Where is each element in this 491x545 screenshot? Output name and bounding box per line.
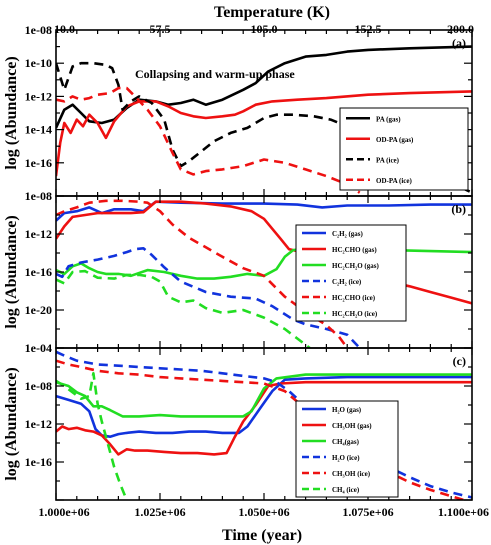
y-ticks: 1e-04 1e-08 1e-12 1e-16 — [25, 341, 472, 501]
series-line-od-pa-gas — [56, 90, 472, 177]
y-tick-label: 1e-16 — [25, 455, 52, 469]
legend: PA (gas) OD-PA (gas) PA (ice) OD-PA (ice) — [339, 107, 469, 191]
time-tick-label: 1.025e+06 — [134, 505, 185, 519]
series-lines — [56, 45, 472, 194]
phase-annotation: Collapsing and warm-up phase — [135, 67, 295, 81]
y-tick-label: 1e-16 — [25, 156, 52, 170]
time-axis-title: Time (year) — [222, 527, 302, 544]
series-line-h2o-ice — [56, 350, 472, 499]
series-line-hc2cho-gas — [56, 200, 472, 305]
y-ticks: 1e-08 1e-10 1e-12 1e-14 1e-16 — [25, 23, 472, 197]
y-ticks: 1e-08 1e-12 1e-16 1e-20 — [25, 189, 472, 349]
time-tick-label: 1.050e+06 — [238, 505, 289, 519]
series-line-hc2ch2o-gas — [56, 247, 472, 280]
legend: C₂H₂ (gas) HC₂CHO (gas) HC₂CH₂O (gas) C₂H₂ … — [295, 224, 407, 322]
legend-label-c2h2-gas: C₂H₂ (gas) — [332, 230, 364, 238]
y-axis-title: log (Abundance) — [3, 367, 20, 480]
panel-label: (b) — [451, 202, 466, 216]
legend-label-hc2cho-gas: HC₂CHO (gas) — [332, 246, 377, 254]
y-tick-label: 1e-08 — [25, 379, 52, 393]
legend-label-pa-ice: PA (ice) — [376, 156, 400, 164]
legend-label-ch4-ice: CH₄ (ice) — [332, 486, 360, 494]
legend-label-od-pa-gas: OD-PA (gas) — [376, 136, 414, 144]
legend-box — [295, 400, 399, 498]
panels: 1e-08 1e-10 1e-12 1e-14 1e-16 log (Abundance)… — [3, 23, 473, 501]
legend-label-od-pa-ice: OD-PA (ice) — [376, 177, 412, 185]
series-line-hc2ch2o-ice — [56, 269, 311, 348]
y-tick-label: 1e-16 — [25, 265, 52, 279]
panel-label: (c) — [453, 354, 466, 368]
series-line-ch4-ice — [56, 372, 128, 500]
series-line-h2o-gas — [56, 375, 472, 438]
series-lines — [56, 199, 472, 348]
temperature-tick-label: 105.0 — [251, 22, 278, 36]
y-tick-label: 1e-20 — [25, 303, 52, 317]
series-line-ch3oh-gas — [56, 380, 472, 456]
time-tick-label: 1.075e+06 — [342, 505, 393, 519]
time-tick-label: 1.100e+06 — [438, 505, 489, 519]
time-axis: 1.000e+06 1.025e+06 1.050e+06 1.075e+06 1.10… — [38, 505, 489, 519]
legend-label-pa-gas: PA (gas) — [376, 115, 401, 123]
temperature-tick-label: 200.0 — [447, 22, 474, 36]
panel-b: 1e-08 1e-12 1e-16 1e-20 log (Abundance) (b) C₂… — [3, 189, 473, 349]
temperature-tick-label: 10.0 — [54, 22, 75, 36]
legend-label-h2o-gas: H₂O (gas) — [332, 406, 362, 414]
y-tick-label: 1e-08 — [25, 23, 52, 37]
temperature-axis: 10.0 57.5 105.0 152.5 200.0 — [54, 22, 474, 36]
series-line-hc2cho-ice — [56, 199, 349, 348]
legend: H₂O (gas) CH₃OH (gas) CH₄(gas) H₂O (ice) CH₃… — [295, 400, 399, 498]
y-tick-label: 1e-10 — [25, 56, 52, 70]
panel-c: 1e-04 1e-08 1e-12 1e-16 log (Abundance) (c) H₂… — [3, 341, 473, 501]
series-line-pa-gas — [56, 45, 472, 129]
y-tick-label: 1e-04 — [25, 341, 52, 355]
panel-label: (a) — [452, 36, 466, 50]
temperature-tick-label: 152.5 — [355, 22, 382, 36]
legend-label-c2h2-ice: C₂H₂ (ice) — [332, 278, 362, 286]
series-line-od-pa-ice — [56, 86, 361, 194]
y-tick-label: 1e-12 — [25, 417, 52, 431]
legend-label-ch3oh-gas: CH₃OH (gas) — [332, 422, 372, 430]
temperature-tick-label: 57.5 — [150, 22, 171, 36]
y-tick-label: 1e-08 — [25, 189, 52, 203]
series-line-c2h2-ice — [56, 247, 361, 348]
series-lines — [56, 350, 472, 500]
legend-label-hc2cho-ice: HC₂CHO (ice) — [332, 294, 376, 302]
time-tick-label: 1.000e+06 — [38, 505, 89, 519]
y-tick-label: 1e-14 — [25, 123, 52, 137]
series-line-ch4-gas — [56, 373, 472, 418]
series-line-pa-ice — [56, 61, 472, 194]
y-axis-title: log (Abundance) — [3, 56, 20, 169]
legend-label-h2o-ice: H₂O (ice) — [332, 454, 360, 462]
legend-label-ch3oh-ice: CH₃OH (ice) — [332, 470, 371, 478]
legend-box — [295, 224, 407, 322]
y-tick-label: 1e-12 — [25, 227, 52, 241]
y-axis-title: log (Abundance) — [3, 215, 20, 328]
legend-label-hc2ch2o-gas: HC₂CH₂O (gas) — [332, 262, 379, 270]
legend-label-hc2ch2o-ice: HC₂CH₂O (ice) — [332, 310, 378, 318]
y-tick-label: 1e-12 — [25, 89, 52, 103]
legend-label-ch4-gas: CH₄(gas) — [332, 438, 360, 446]
panel-a: 1e-08 1e-10 1e-12 1e-14 1e-16 log (Abundance)… — [3, 23, 473, 197]
legend-box — [339, 107, 469, 191]
series-line-ch3oh-ice — [56, 359, 465, 500]
temperature-axis-title: Temperature (K) — [214, 4, 330, 21]
